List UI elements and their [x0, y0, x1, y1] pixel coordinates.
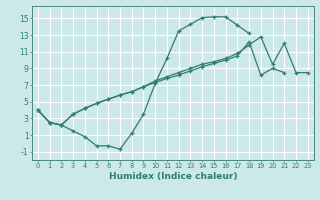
- X-axis label: Humidex (Indice chaleur): Humidex (Indice chaleur): [108, 172, 237, 181]
